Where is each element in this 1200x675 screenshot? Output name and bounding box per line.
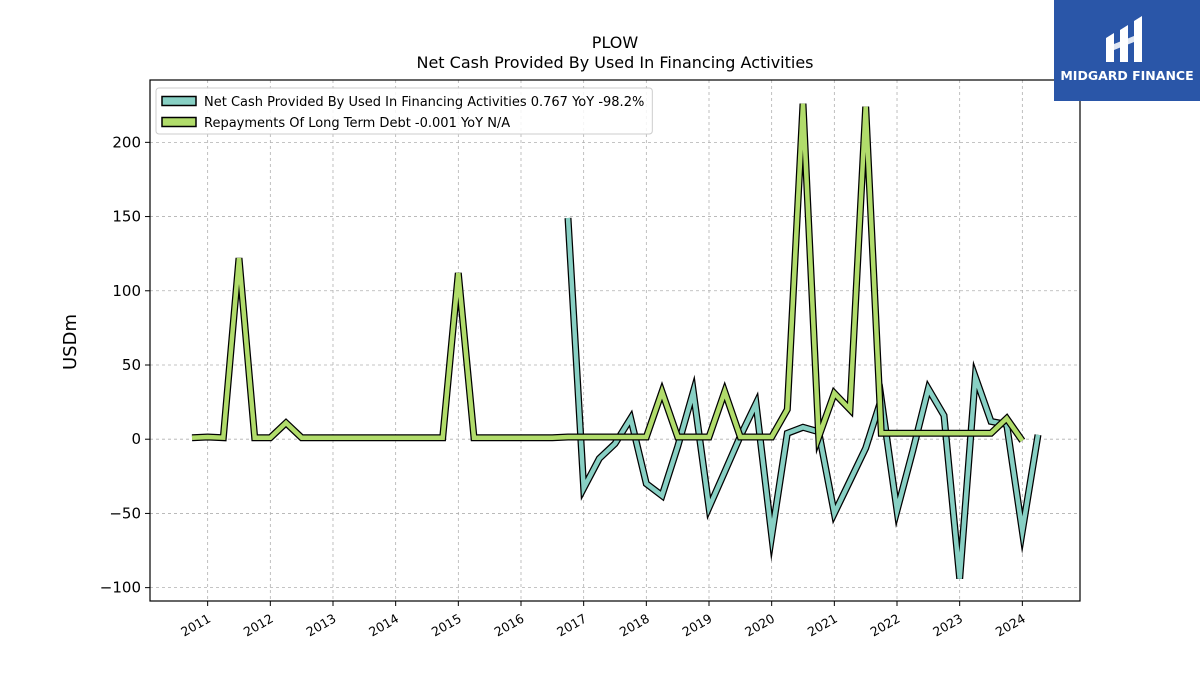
x-ticks: 2011 2012 2013 2014 2015 2016 2017 2018 2019 2020… xyxy=(178,601,1028,640)
x-tick-label: 2017 xyxy=(554,611,589,640)
x-tick-label: 2024 xyxy=(993,611,1028,640)
x-tick-label: 2022 xyxy=(867,611,902,640)
x-tick-label: 2021 xyxy=(805,611,840,640)
x-tick-label: 2019 xyxy=(679,611,714,640)
y-tick-label: 0 xyxy=(131,430,141,448)
x-tick-label: 2016 xyxy=(491,611,526,640)
x-tick-label: 2014 xyxy=(366,611,401,640)
x-tick-label: 2013 xyxy=(303,611,338,640)
series-layer xyxy=(191,103,1042,580)
x-tick-label: 2012 xyxy=(241,611,276,640)
x-tick-label: 2015 xyxy=(429,611,464,640)
y-tick-label: 200 xyxy=(112,133,141,151)
legend: Net Cash Provided By Used In Financing A… xyxy=(155,87,653,135)
grid-lines xyxy=(150,80,1080,601)
y-tick-label: 150 xyxy=(112,208,141,226)
series-line-outline xyxy=(564,217,1042,580)
y-tick-label: −100 xyxy=(100,579,141,597)
series-1 xyxy=(564,217,1042,580)
x-tick-label: 2023 xyxy=(930,611,965,640)
chart-title: PLOW xyxy=(592,33,639,52)
y-tick-label: 100 xyxy=(112,282,141,300)
y-ticks: −100 −50 0 50 100 150 200 xyxy=(100,133,150,597)
legend-entry: Repayments Of Long Term Debt -0.001 YoY … xyxy=(204,116,510,131)
series-line-outline xyxy=(191,103,1026,455)
series-line xyxy=(191,103,1025,449)
axes-frame xyxy=(149,79,1081,602)
y-axis-label: USDm xyxy=(60,314,81,370)
x-tick-label: 2011 xyxy=(178,611,213,640)
legend-entry: Net Cash Provided By Used In Financing A… xyxy=(204,95,644,110)
legend-swatch xyxy=(161,95,197,107)
series-line xyxy=(565,217,1041,579)
x-tick-label: 2020 xyxy=(742,611,777,640)
midgard-finance-logo: MIDGARD FINANCE xyxy=(1054,0,1200,101)
y-tick-label: −50 xyxy=(109,504,141,522)
logo-text: MIDGARD FINANCE xyxy=(1060,68,1194,83)
logo-mark-icon xyxy=(1106,16,1142,62)
x-tick-label: 2018 xyxy=(617,611,652,640)
legend-swatch xyxy=(161,116,197,128)
legend-box xyxy=(155,87,653,135)
y-tick-label: 50 xyxy=(122,356,141,374)
series-2 xyxy=(191,103,1026,455)
chart-subtitle: Net Cash Provided By Used In Financing A… xyxy=(416,53,813,72)
